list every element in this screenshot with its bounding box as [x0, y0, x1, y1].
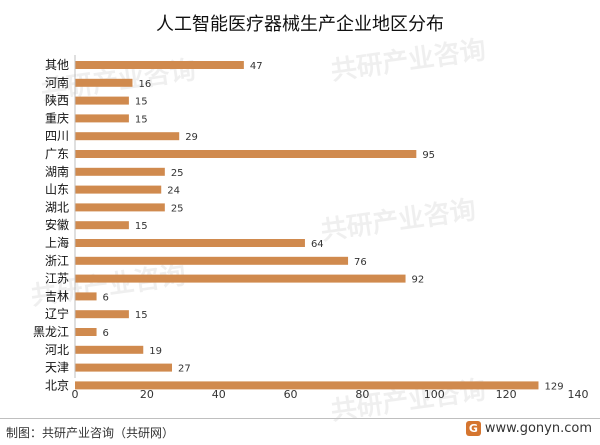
data-label: 15: [135, 114, 148, 125]
category-label: 安徽: [45, 217, 69, 232]
bar: [75, 310, 129, 319]
category-label: 北京: [45, 378, 69, 392]
x-tick-label: 40: [212, 388, 226, 401]
data-label: 76: [354, 257, 367, 268]
data-label: 6: [103, 328, 109, 339]
category-label: 其他: [45, 58, 69, 72]
bar: [75, 150, 417, 158]
category-label: 河南: [45, 75, 69, 90]
bar: [75, 221, 129, 230]
category-label: 陕西: [45, 93, 69, 108]
chart-title: 人工智能医疗器械生产企业地区分布: [156, 14, 444, 35]
bar: [75, 328, 97, 336]
logo-icon: G: [465, 421, 481, 436]
data-label: 6: [103, 292, 109, 303]
category-label: 湖南: [45, 164, 69, 179]
category-label: 山东: [45, 183, 69, 197]
category-label: 上海: [45, 235, 69, 250]
data-label: 24: [167, 186, 180, 197]
data-label: 15: [135, 310, 148, 321]
x-tick-label: 60: [284, 388, 298, 401]
category-label: 天津: [45, 361, 69, 375]
category-label: 湖北: [45, 199, 69, 214]
x-tick-label: 120: [496, 388, 517, 401]
bar: [75, 167, 165, 176]
data-label: 27: [178, 364, 191, 375]
x-tick-label: 0: [72, 388, 79, 401]
bar: [75, 96, 129, 105]
data-label: 15: [135, 221, 148, 232]
bar: [75, 292, 97, 301]
bar: [75, 239, 305, 247]
category-label: 四川: [45, 129, 69, 143]
logo-text: www.gonyn.com: [484, 421, 592, 436]
data-label: 92: [412, 275, 425, 286]
data-label: 129: [544, 381, 563, 392]
data-label: 16: [138, 79, 151, 90]
bar: [75, 114, 129, 123]
data-label: 47: [250, 61, 263, 72]
bar: [75, 203, 165, 212]
bar: [75, 185, 162, 194]
bar: [75, 274, 406, 283]
data-label: 95: [422, 150, 435, 161]
bar: [75, 381, 539, 390]
category-label: 广东: [45, 147, 69, 161]
data-label: 64: [311, 239, 324, 250]
category-label: 河北: [45, 343, 69, 357]
x-axis: 其他河南陕西重庆四川广东湖南山东湖北安徽上海浙江江苏吉林辽宁黑龙江河北天津北京0…: [33, 55, 589, 401]
data-label: 25: [171, 203, 184, 214]
bar: [75, 256, 349, 265]
data-label: 19: [149, 346, 162, 357]
bar: [75, 363, 173, 372]
category-label: 吉林: [45, 289, 69, 303]
site-logo: G www.gonyn.com: [465, 421, 592, 436]
category-label: 辽宁: [45, 306, 69, 321]
bar: [75, 132, 180, 141]
x-tick-label: 80: [355, 388, 369, 401]
category-label: 黑龙江: [33, 325, 69, 339]
x-tick-label: 100: [424, 388, 445, 401]
data-label: 29: [185, 132, 198, 143]
data-label: 15: [135, 97, 148, 108]
x-tick-label: 140: [568, 388, 589, 401]
x-tick-label: 20: [140, 388, 154, 401]
data-label: 25: [171, 168, 184, 179]
category-label: 江苏: [45, 272, 69, 286]
category-label: 浙江: [45, 254, 69, 268]
footer-divider: [0, 418, 600, 419]
bar: [75, 78, 133, 87]
bar: [75, 61, 244, 69]
source-note: 制图：共研产业咨询（共研网）: [6, 426, 175, 440]
bars-layer: 47 16 15 15 29 95 25 24 25 15 64 76 92 6 15 6 19 27 129: [75, 61, 564, 392]
category-label: 重庆: [45, 111, 69, 125]
bar: [75, 345, 144, 354]
